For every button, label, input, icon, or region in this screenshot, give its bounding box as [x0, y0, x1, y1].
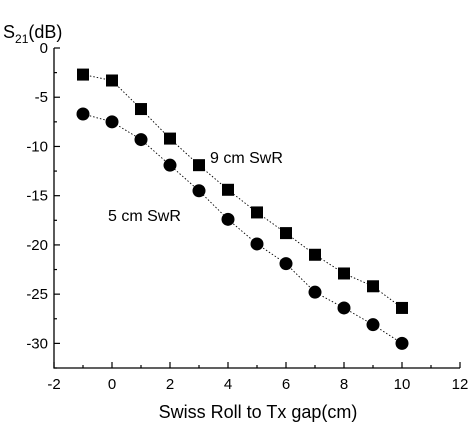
data-point-circle-5 [221, 212, 235, 226]
data-point-circle-6 [250, 237, 264, 251]
data-point-circle-2 [134, 133, 148, 147]
data-point-square-9 [338, 267, 350, 280]
data-point-circle-10 [366, 318, 380, 332]
data-point-circle-11 [395, 336, 409, 350]
series-line-circle [82, 113, 403, 344]
y-tick-label-1: -5 [35, 89, 48, 106]
y-tick-label-0: 0 [40, 40, 48, 57]
data-point-square-4 [193, 159, 205, 172]
x-tick-label-4: 6 [282, 376, 290, 393]
data-point-square-3 [164, 132, 176, 145]
data-point-square-7 [280, 227, 292, 240]
data-point-circle-0 [76, 107, 90, 121]
data-point-circle-7 [279, 257, 293, 271]
y-axis-title-main: S [3, 22, 15, 42]
series-layer [76, 68, 409, 350]
x-tick-label-5: 8 [340, 376, 348, 393]
y-tick-label-4: -20 [26, 237, 48, 254]
axes-layer: -2 0 2 4 6 8 10 120-5-10-15-20-25-30 [26, 40, 468, 393]
annotation-9cm: 9 cm SwR [210, 150, 283, 167]
data-point-square-1 [106, 74, 118, 87]
x-tick-label-3: 4 [224, 376, 232, 393]
x-tick-label-7: 12 [452, 376, 469, 393]
data-point-circle-9 [337, 301, 351, 315]
data-point-circle-8 [308, 285, 322, 299]
x-tick-label-1: 0 [108, 376, 116, 393]
annotation-5cm: 5 cm SwR [108, 208, 181, 225]
data-point-square-10 [367, 280, 379, 293]
data-point-square-0 [77, 68, 89, 81]
x-axis-title: Swiss Roll to Tx gap(cm) [159, 402, 358, 422]
data-point-square-11 [396, 301, 408, 314]
x-tick-label-6: 10 [394, 376, 411, 393]
y-tick-label-2: -10 [26, 138, 48, 155]
y-tick-label-3: -15 [26, 188, 48, 205]
y-tick-label-6: -30 [26, 335, 48, 352]
x-tick-label-0: -2 [47, 376, 60, 393]
x-tick-label-2: 2 [166, 376, 174, 393]
data-point-circle-4 [192, 184, 206, 198]
data-point-square-5 [222, 183, 234, 196]
y-axis-title-unit: (dB) [28, 22, 62, 42]
data-point-circle-3 [163, 158, 177, 172]
y-axis-title: S21(dB) [3, 22, 62, 46]
data-point-square-6 [251, 206, 263, 219]
y-axis-title-subscript: 21 [15, 32, 29, 46]
data-point-circle-1 [105, 115, 119, 129]
data-point-square-8 [309, 248, 321, 261]
series-line-square [82, 74, 403, 309]
y-tick-label-5: -25 [26, 286, 48, 303]
data-point-square-2 [135, 103, 147, 116]
